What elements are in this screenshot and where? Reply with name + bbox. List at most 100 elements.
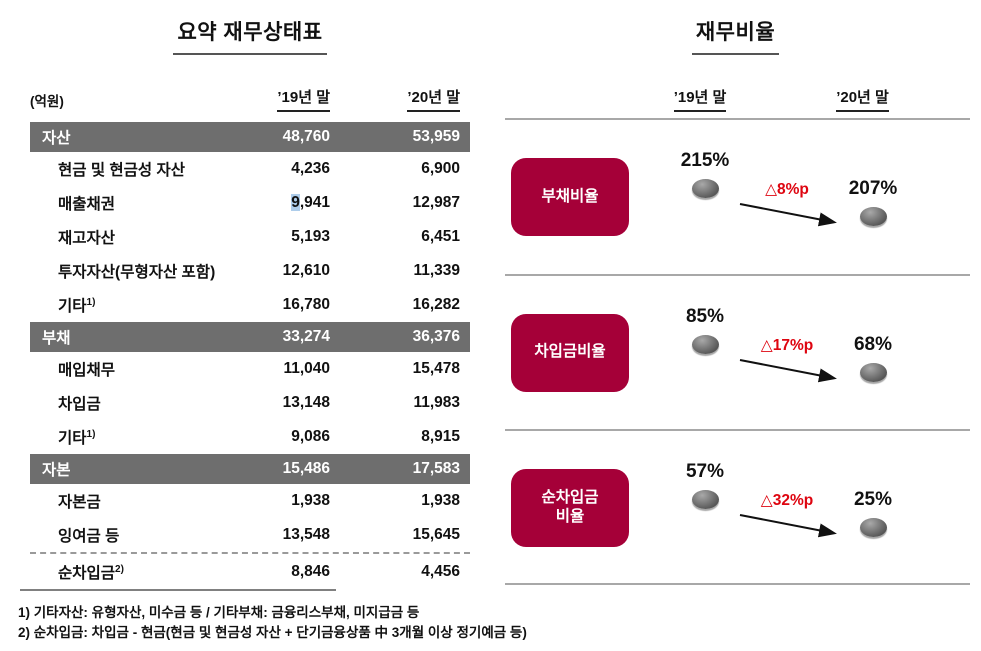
ratios-col-header-19: ’19년 말: [660, 86, 740, 112]
ratios-title: 재무비율: [490, 16, 981, 55]
ratio-label-badge: 순차입금 비율: [511, 469, 629, 547]
row-label: 자본금: [58, 494, 101, 511]
col-header-19: ’19년 말: [277, 86, 330, 112]
table-row: 자본금 1,938 1,938: [30, 484, 470, 518]
footnote-marker: 1): [86, 428, 96, 440]
ratio-value-19-group: 57%: [665, 461, 745, 509]
row-label: 순차입금2): [58, 563, 124, 582]
data-point-disc: [691, 334, 719, 354]
data-point-disc: [691, 490, 719, 509]
delta-label: △8%p: [765, 181, 809, 198]
table-row: 차입금 13,148 11,983: [30, 386, 470, 420]
table-row: 자본 15,486 17,583: [30, 454, 470, 484]
table-row: 매출채권 9,941 12,987: [30, 186, 470, 220]
value-20: 16,282: [412, 296, 460, 313]
row-label: 부채: [42, 330, 71, 347]
footnote-line: 2) 순차입금: 차입금 - 현금(현금 및 현금성 자산 + 단기금융상품 中…: [18, 625, 527, 641]
table-row: 기타1) 16,780 16,282: [30, 288, 470, 322]
data-point-disc: [859, 518, 887, 537]
ratio-value-19: 215%: [680, 150, 730, 171]
delta-label: △32%p: [760, 492, 814, 509]
table-row: 부채 33,274 36,376: [30, 322, 470, 352]
footnotes: 1) 기타자산: 유형자산, 미수금 등 / 기타부채: 금융리스부채, 미지급…: [18, 603, 527, 644]
balance-sheet-title-text: 요약 재무상태표: [173, 16, 327, 55]
row-label: 기타1): [58, 296, 96, 315]
value-19: 16,780: [282, 296, 330, 313]
value-20: 15,478: [412, 360, 460, 377]
table-row: 매입채무 11,040 15,478: [30, 352, 470, 386]
value-20: 1,938: [421, 492, 460, 509]
footnote-marker: 2): [115, 563, 124, 575]
decline-arrow-icon: [739, 358, 837, 382]
value-19: 48,760: [282, 128, 330, 145]
value-20: 4,456: [421, 562, 460, 580]
row-label: 재고자산: [58, 230, 116, 247]
value-19: 9,086: [291, 428, 330, 445]
ratio-value-20-group: 68%: [833, 334, 913, 382]
footnote-line: 1) 기타자산: 유형자산, 미수금 등 / 기타부채: 금융리스부채, 미지급…: [18, 605, 420, 620]
value-19: 13,548: [282, 526, 330, 543]
value-19: 15,486: [282, 460, 330, 477]
row-label: 매출채권: [58, 196, 116, 213]
table-row: 순차입금2) 8,846 4,456: [30, 552, 470, 589]
row-label: 투자자산(무형자산 포함): [58, 264, 216, 281]
decline-arrow-icon: [739, 203, 837, 227]
value-19: 1,938: [291, 492, 330, 509]
value-19: 8,846: [291, 562, 330, 580]
ratio-value-19-group: 85%: [665, 306, 745, 354]
data-point-disc: [859, 362, 887, 382]
ratio-value-20: 68%: [853, 333, 893, 355]
delta-label: △17%p: [760, 336, 814, 354]
value-20: 15,645: [412, 526, 460, 543]
table-row: 재고자산 5,193 6,451: [30, 220, 470, 254]
ratio-value-20-group: 25%: [833, 489, 913, 537]
table-row: 잉여금 등 13,548 15,645: [30, 518, 470, 552]
balance-sheet-table: 자산 48,760 53,959 현금 및 현금성 자산 4,236 6,900 매출채권 9…: [30, 122, 470, 589]
value-19: 13,148: [282, 394, 330, 411]
balance-sheet-column-headers: (억원) ’19년 말 ’20년 말: [30, 84, 470, 114]
value-20: 6,900: [421, 160, 460, 177]
value-20: 11,983: [413, 394, 460, 411]
ratios-column-headers: ’19년 말 ’20년 말: [490, 84, 981, 114]
ratio-row: 순차입금 비율 57% △32%p 25%: [505, 429, 970, 585]
ratio-value-20-group: 207%: [833, 178, 913, 226]
ratio-value-20: 25%: [853, 489, 893, 510]
value-20: 36,376: [412, 328, 460, 345]
value-19: 11,040: [283, 360, 330, 377]
ratio-value-19-group: 215%: [665, 150, 745, 198]
ratio-value-19: 85%: [685, 305, 725, 327]
row-label: 잉여금 등: [58, 528, 120, 545]
ratio-label-badge: 부채비율: [511, 158, 629, 236]
value-20: 12,987: [412, 194, 460, 211]
ratios-title-text: 재무비율: [691, 16, 780, 55]
footnote-marker: 1): [86, 296, 96, 308]
col-header-20: ’20년 말: [407, 86, 460, 112]
ratio-row: 부채비율 215% △8%p 207%: [505, 118, 970, 274]
table-row: 현금 및 현금성 자산 4,236 6,900: [30, 152, 470, 186]
value-20: 17,583: [412, 460, 460, 477]
value-20: 6,451: [421, 228, 460, 245]
unit-label: (억원): [30, 94, 64, 109]
row-label: 차입금: [58, 396, 101, 413]
ratio-rows: 부채비율 215% △8%p 207% 차입금비율 85% △17%p 68% 순차입금 비율 57…: [505, 118, 970, 585]
ratio-value-20: 207%: [848, 178, 898, 199]
value-19: 9,941: [291, 194, 330, 211]
row-label: 현금 및 현금성 자산: [58, 162, 185, 179]
data-point-disc: [859, 207, 887, 226]
row-label: 자산: [42, 130, 71, 147]
value-19: 4,236: [291, 160, 330, 177]
ratio-row: 차입금비율 85% △17%p 68%: [505, 273, 970, 430]
table-row: 기타1) 9,086 8,915: [30, 420, 470, 454]
ratio-label-badge: 차입금비율: [511, 313, 629, 392]
table-row: 자산 48,760 53,959: [30, 122, 470, 152]
value-20: 8,915: [421, 428, 460, 445]
data-point-disc: [691, 179, 719, 198]
row-label: 매입채무: [58, 362, 116, 379]
value-19: 12,610: [282, 262, 330, 279]
row-label: 기타1): [58, 428, 96, 447]
balance-sheet-title: 요약 재무상태표: [30, 16, 470, 55]
value-20: 53,959: [412, 128, 460, 145]
value-19: 5,193: [291, 228, 330, 245]
row-label: 자본: [42, 462, 71, 479]
